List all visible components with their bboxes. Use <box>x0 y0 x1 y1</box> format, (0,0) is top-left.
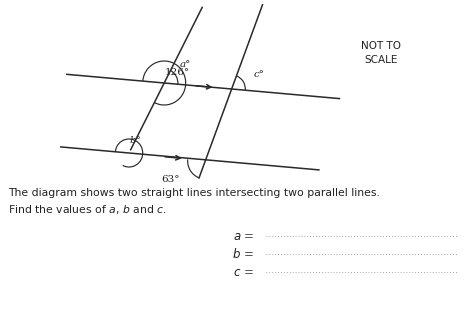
Text: The diagram shows two straight lines intersecting two parallel lines.: The diagram shows two straight lines int… <box>8 188 380 198</box>
Text: a°: a° <box>180 60 191 69</box>
Text: Find the values of $\mathit{a}$, $\mathit{b}$ and $\mathit{c}$.: Find the values of $\mathit{a}$, $\mathi… <box>8 203 166 216</box>
Text: 63°: 63° <box>162 175 180 184</box>
Text: $\mathit{c}$ =: $\mathit{c}$ = <box>233 266 254 278</box>
Text: $\mathit{b}$ =: $\mathit{b}$ = <box>232 247 254 261</box>
Text: 126°: 126° <box>165 68 190 77</box>
Text: c°: c° <box>253 70 264 79</box>
Text: $\mathit{a}$ =: $\mathit{a}$ = <box>233 230 254 243</box>
Text: NOT TO
SCALE: NOT TO SCALE <box>361 41 401 65</box>
Text: b°: b° <box>129 136 141 145</box>
